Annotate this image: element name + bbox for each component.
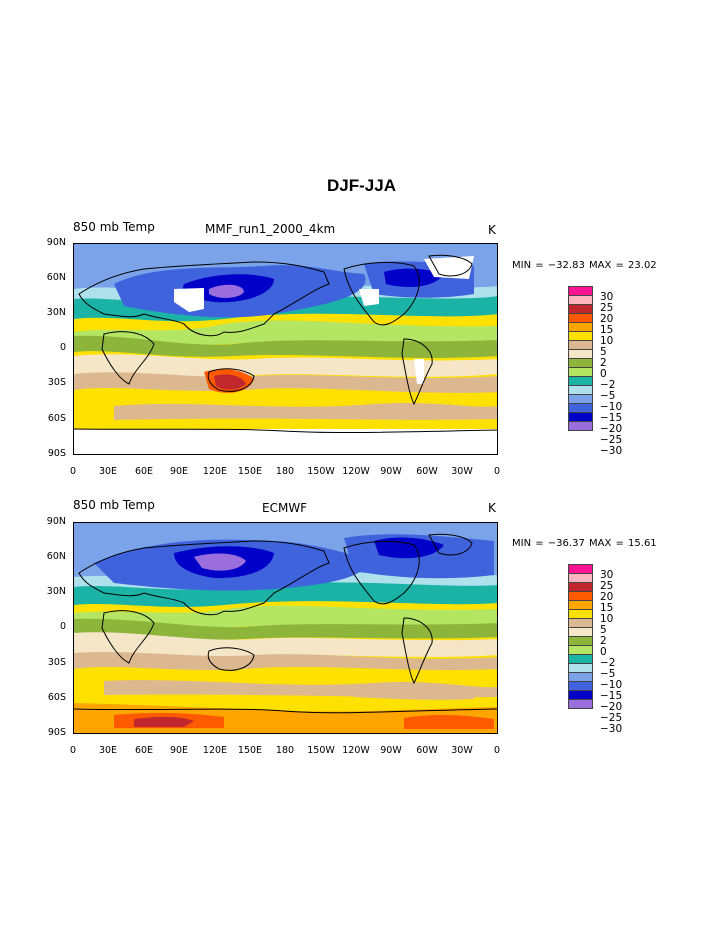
panel-center-title: ECMWF xyxy=(262,501,308,515)
legend-label: 30 xyxy=(600,569,614,581)
legend-label: −30 xyxy=(600,445,623,457)
y-tick: 60N xyxy=(46,272,66,283)
x-tick: 60E xyxy=(134,745,154,756)
panel-center-title: MMF_run1_2000_4km xyxy=(205,222,336,236)
y-tick: 90S xyxy=(47,727,66,738)
map-ecmwf xyxy=(73,522,498,734)
x-tick: 90W xyxy=(380,466,402,477)
panel-units: K xyxy=(488,501,496,515)
legend-label: 25 xyxy=(600,302,614,314)
x-tick: 180 xyxy=(275,466,295,477)
legend-label: −2 xyxy=(600,657,616,669)
legend-label: −25 xyxy=(600,712,623,724)
legend-label: −20 xyxy=(600,701,623,713)
map-mmf xyxy=(73,243,498,455)
x-tick: 0 xyxy=(493,466,501,477)
x-tick: 0 xyxy=(69,466,77,477)
x-tick: 150E xyxy=(237,745,263,756)
y-tick: 30S xyxy=(47,657,66,668)
legend-label: 2 xyxy=(600,357,607,369)
x-tick: 0 xyxy=(69,745,77,756)
x-tick: 30W xyxy=(451,745,473,756)
legend-label: −15 xyxy=(600,412,623,424)
legend-label: 10 xyxy=(600,335,614,347)
y-tick: 60S xyxy=(47,413,66,424)
legend-label: 25 xyxy=(600,580,614,592)
y-tick: 90N xyxy=(46,516,66,527)
x-tick: 30E xyxy=(98,745,118,756)
x-tick: 180 xyxy=(275,745,295,756)
y-tick: 30N xyxy=(46,586,66,597)
x-tick: 150W xyxy=(307,466,335,477)
legend-label: −30 xyxy=(600,723,623,735)
x-tick: 60W xyxy=(416,466,438,477)
x-tick: 120E xyxy=(202,745,228,756)
legend-label: −10 xyxy=(600,679,623,691)
y-tick: 90S xyxy=(47,448,66,459)
map-ecmwf-svg xyxy=(74,523,497,733)
map-mmf-svg xyxy=(74,244,497,454)
y-tick: 90N xyxy=(46,237,66,248)
y-tick: 0 xyxy=(59,621,66,632)
legend-label: 5 xyxy=(600,624,607,636)
x-tick: 150E xyxy=(237,466,263,477)
figure-title: DJF-JJA xyxy=(327,176,396,195)
legend-label: 30 xyxy=(600,291,614,303)
legend-label: 20 xyxy=(600,313,614,325)
legend-label: −2 xyxy=(600,379,616,391)
x-tick: 60E xyxy=(134,466,154,477)
legend-label: 0 xyxy=(600,646,607,658)
min-max-readout: MIN = −32.83 MAX = 23.02 xyxy=(512,260,657,271)
legend-label: 10 xyxy=(600,613,614,625)
y-tick: 60S xyxy=(47,692,66,703)
legend-label: 5 xyxy=(600,346,607,358)
x-tick: 90E xyxy=(169,745,189,756)
x-tick: 120W xyxy=(342,745,370,756)
x-tick: 120W xyxy=(342,466,370,477)
x-tick: 30E xyxy=(98,466,118,477)
x-tick: 120E xyxy=(202,466,228,477)
panel-left-title: 850 mb Temp xyxy=(73,220,155,234)
y-tick: 30S xyxy=(47,377,66,388)
legend-label: −25 xyxy=(600,434,623,446)
legend-label: 15 xyxy=(600,324,614,336)
color-legend xyxy=(568,564,593,709)
legend-label: −15 xyxy=(600,690,623,702)
x-tick: 150W xyxy=(307,745,335,756)
legend-label: −5 xyxy=(600,668,616,680)
x-tick: 60W xyxy=(416,745,438,756)
color-legend xyxy=(568,286,593,431)
y-tick: 30N xyxy=(46,307,66,318)
legend-label: 15 xyxy=(600,602,614,614)
legend-label: 20 xyxy=(600,591,614,603)
x-tick: 90W xyxy=(380,745,402,756)
x-tick: 90E xyxy=(169,466,189,477)
legend-label: 0 xyxy=(600,368,607,380)
legend-label: −20 xyxy=(600,423,623,435)
min-max-readout: MIN = −36.37 MAX = 15.61 xyxy=(512,538,657,549)
panel-units: K xyxy=(488,223,496,237)
y-tick: 60N xyxy=(46,551,66,562)
legend-label: −5 xyxy=(600,390,616,402)
legend-label: 2 xyxy=(600,635,607,647)
panel-left-title: 850 mb Temp xyxy=(73,498,155,512)
legend-swatch xyxy=(568,421,593,431)
legend-swatch xyxy=(568,699,593,709)
x-tick: 0 xyxy=(493,745,501,756)
y-tick: 0 xyxy=(59,342,66,353)
legend-label: −10 xyxy=(600,401,623,413)
x-tick: 30W xyxy=(451,466,473,477)
